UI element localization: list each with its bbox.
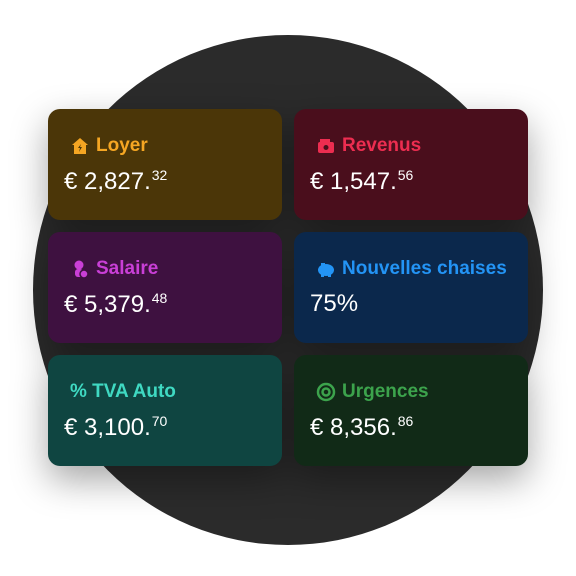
card-icon [316, 382, 336, 402]
card-title: % TVA Auto [70, 381, 176, 403]
card-amount: € 5,379.48 [64, 290, 167, 319]
card-amount: 75% [310, 290, 358, 318]
amount-cents: 48 [151, 290, 168, 306]
card-title: Salaire [70, 258, 158, 280]
card-title: Loyer [70, 135, 148, 157]
amount-main: € 3,100. [64, 414, 151, 441]
card-amount: € 8,356.86 [310, 413, 413, 442]
card: Loyer € 2,827.32 [48, 109, 282, 220]
amount-cents: 70 [151, 413, 168, 429]
amount-main: € 1,547. [310, 168, 397, 195]
card-title: Nouvelles chaises [316, 258, 507, 280]
amount-main: € 5,379. [64, 291, 151, 318]
card-icon [318, 263, 334, 277]
card-grid: Loyer € 2,827.32 Revenus € 1,547.56 Salaire €… [48, 109, 528, 466]
title-text: Loyer [96, 135, 148, 156]
title-text: Nouvelles chaises [342, 258, 507, 279]
card: Urgences € 8,356.86 [294, 355, 528, 466]
card-amount: € 2,827.32 [64, 167, 167, 196]
title-text: Urgences [342, 381, 429, 402]
card: Nouvelles chaises 75% [294, 232, 528, 343]
title-text: % TVA Auto [70, 381, 176, 402]
card: Salaire € 5,379.48 [48, 232, 282, 343]
card-title: Revenus [316, 135, 421, 157]
card-icon [318, 139, 334, 153]
card: % TVA Auto € 3,100.70 [48, 355, 282, 466]
card-title: Urgences [316, 381, 429, 403]
amount-cents: 56 [397, 167, 414, 183]
amount-main: 75% [310, 290, 359, 317]
card-icon [74, 260, 89, 279]
amount-main: € 2,827. [64, 168, 151, 195]
title-text: Salaire [96, 258, 159, 279]
amount-cents: 32 [151, 167, 168, 183]
card-icon [72, 138, 88, 154]
amount-main: € 8,356. [310, 414, 397, 441]
title-text: Revenus [342, 135, 422, 156]
card: Revenus € 1,547.56 [294, 109, 528, 220]
card-amount: € 3,100.70 [64, 413, 167, 442]
card-amount: € 1,547.56 [310, 167, 413, 196]
amount-cents: 86 [397, 413, 414, 429]
